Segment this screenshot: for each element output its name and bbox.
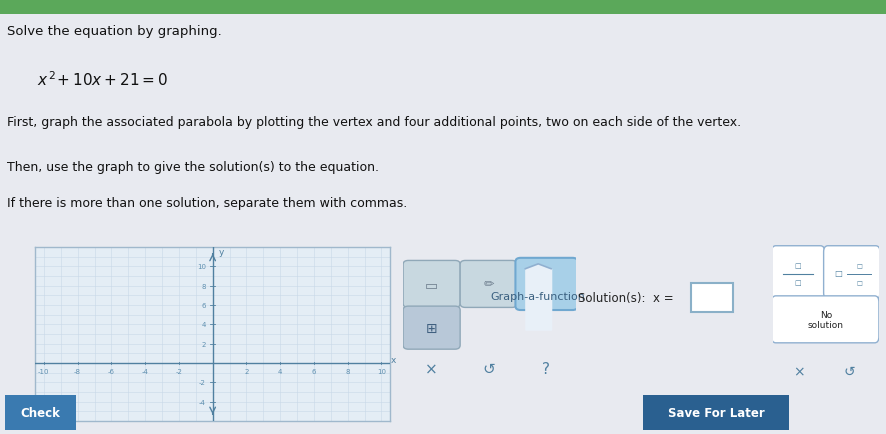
- Text: -4: -4: [142, 368, 149, 374]
- Text: x: x: [391, 355, 396, 364]
- Text: ☚: ☚: [540, 277, 553, 291]
- FancyBboxPatch shape: [824, 246, 880, 299]
- FancyBboxPatch shape: [772, 246, 825, 299]
- Text: Check: Check: [20, 406, 61, 419]
- Text: If there is more than one solution, separate them with commas.: If there is more than one solution, sepa…: [7, 196, 408, 209]
- FancyBboxPatch shape: [0, 0, 886, 15]
- Text: 4: 4: [201, 322, 206, 328]
- Text: -2: -2: [199, 379, 206, 385]
- Text: □: □: [857, 280, 863, 286]
- Text: ⊞: ⊞: [426, 321, 438, 335]
- FancyBboxPatch shape: [636, 393, 797, 431]
- FancyBboxPatch shape: [403, 306, 460, 349]
- FancyBboxPatch shape: [2, 393, 80, 431]
- Text: 10: 10: [377, 368, 386, 374]
- Text: ↺: ↺: [843, 364, 855, 378]
- Text: Then, use the graph to give the solution(s) to the equation.: Then, use the graph to give the solution…: [7, 161, 379, 174]
- FancyBboxPatch shape: [460, 261, 517, 308]
- Text: Graph-a-function: Graph-a-function: [491, 292, 586, 301]
- FancyBboxPatch shape: [772, 296, 879, 343]
- Text: 8: 8: [201, 283, 206, 289]
- Text: ✏: ✏: [484, 278, 494, 291]
- Text: ↺: ↺: [482, 362, 495, 376]
- Text: -8: -8: [74, 368, 82, 374]
- Text: -6: -6: [108, 368, 115, 374]
- Text: -4: -4: [199, 399, 206, 404]
- Text: Solution(s):  x =: Solution(s): x =: [579, 291, 674, 304]
- Text: ?: ?: [541, 362, 549, 376]
- Text: -10: -10: [38, 368, 50, 374]
- Text: 8: 8: [346, 368, 350, 374]
- Text: 6: 6: [312, 368, 316, 374]
- Text: 2: 2: [201, 341, 206, 347]
- Text: 6: 6: [201, 302, 206, 308]
- Text: ▭: ▭: [425, 277, 439, 291]
- Text: Solve the equation by graphing.: Solve the equation by graphing.: [7, 25, 222, 38]
- Text: □: □: [835, 268, 843, 277]
- Text: □: □: [795, 280, 802, 286]
- Text: ×: ×: [425, 362, 438, 376]
- FancyBboxPatch shape: [691, 283, 733, 312]
- Text: No
solution: No solution: [808, 310, 843, 329]
- Text: Save For Later: Save For Later: [668, 406, 765, 419]
- Text: 10: 10: [197, 264, 206, 270]
- FancyBboxPatch shape: [516, 258, 578, 310]
- Text: ×: ×: [793, 364, 805, 378]
- Text: □: □: [857, 263, 863, 268]
- Text: First, graph the associated parabola by plotting the vertex and four additional : First, graph the associated parabola by …: [7, 116, 742, 129]
- Text: 4: 4: [278, 368, 283, 374]
- Text: y: y: [218, 248, 224, 256]
- Text: $x^{\,2}$$\!+10x+21=0$: $x^{\,2}$$\!+10x+21=0$: [37, 70, 168, 89]
- Text: -2: -2: [175, 368, 183, 374]
- Text: □: □: [795, 263, 802, 269]
- FancyBboxPatch shape: [403, 261, 460, 308]
- Text: 2: 2: [245, 368, 249, 374]
